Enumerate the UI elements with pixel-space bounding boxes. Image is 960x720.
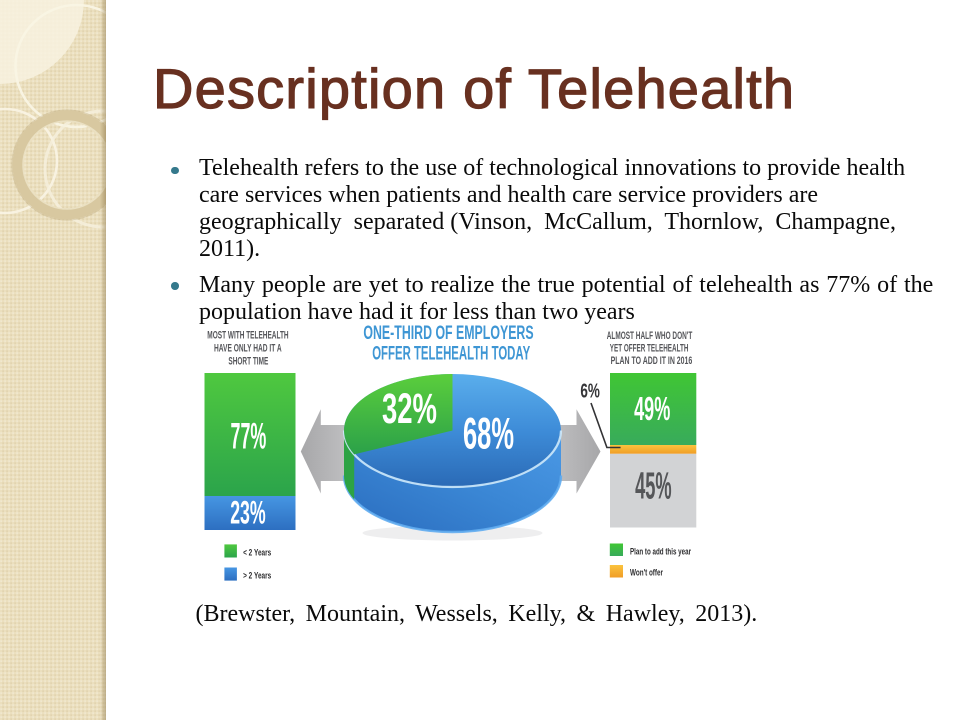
svg-text:MOST WITH TELEHEALTH: MOST WITH TELEHEALTH <box>207 329 288 341</box>
svg-text:SHORT TIME: SHORT TIME <box>228 356 268 368</box>
svg-text:PLAN TO ADD IT IN 2016: PLAN TO ADD IT IN 2016 <box>611 355 693 367</box>
svg-text:HAVE ONLY HAD IT A: HAVE ONLY HAD IT A <box>214 343 282 355</box>
svg-text:68%: 68% <box>463 410 514 459</box>
svg-text:77%: 77% <box>231 415 267 457</box>
svg-text:OFFER TELEHEALTH TODAY: OFFER TELEHEALTH TODAY <box>372 344 530 365</box>
svg-text:> 2 Years: > 2 Years <box>243 571 271 582</box>
svg-text:32%: 32% <box>382 385 437 433</box>
svg-text:Plan to add this year: Plan to add this year <box>630 546 691 557</box>
svg-text:45%: 45% <box>635 465 672 507</box>
svg-text:23%: 23% <box>230 493 266 530</box>
svg-text:Won't offer: Won't offer <box>630 568 663 579</box>
svg-text:YET OFFER TELEHEALTH: YET OFFER TELEHEALTH <box>610 343 689 355</box>
svg-text:49%: 49% <box>634 391 670 428</box>
svg-text:ALMOST HALF WHO DON'T: ALMOST HALF WHO DON'T <box>607 330 693 342</box>
svg-text:< 2 Years: < 2 Years <box>243 548 271 559</box>
svg-text:6%: 6% <box>580 380 600 403</box>
svg-text:ONE-THIRD OF EMPLOYERS: ONE-THIRD OF EMPLOYERS <box>363 323 533 344</box>
